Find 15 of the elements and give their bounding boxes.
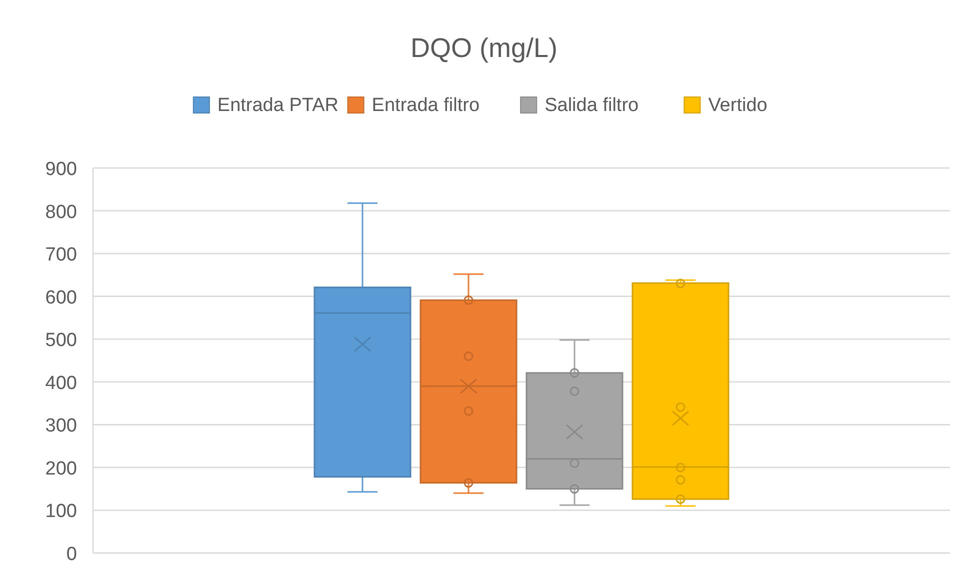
y-tick-label: 400: [45, 372, 77, 394]
y-tick-label: 0: [66, 544, 77, 565]
y-tick-label: 800: [45, 202, 77, 223]
legend-label: Entrada PTAR: [217, 95, 338, 116]
y-tick-label: 600: [45, 287, 77, 308]
y-tick-label: 200: [45, 458, 77, 480]
y-tick-label: 500: [45, 330, 77, 352]
y-tick-label: 300: [45, 416, 77, 437]
y-tick-label: 700: [45, 244, 77, 266]
legend-label: Vertido: [708, 95, 768, 116]
chart-title: DQO (mg/L): [410, 33, 558, 63]
legend-label: Entrada filtro: [372, 95, 480, 116]
legend-label: Salida filtro: [544, 95, 639, 116]
y-tick-label: 900: [45, 159, 77, 180]
y-tick-label: 100: [45, 501, 77, 522]
